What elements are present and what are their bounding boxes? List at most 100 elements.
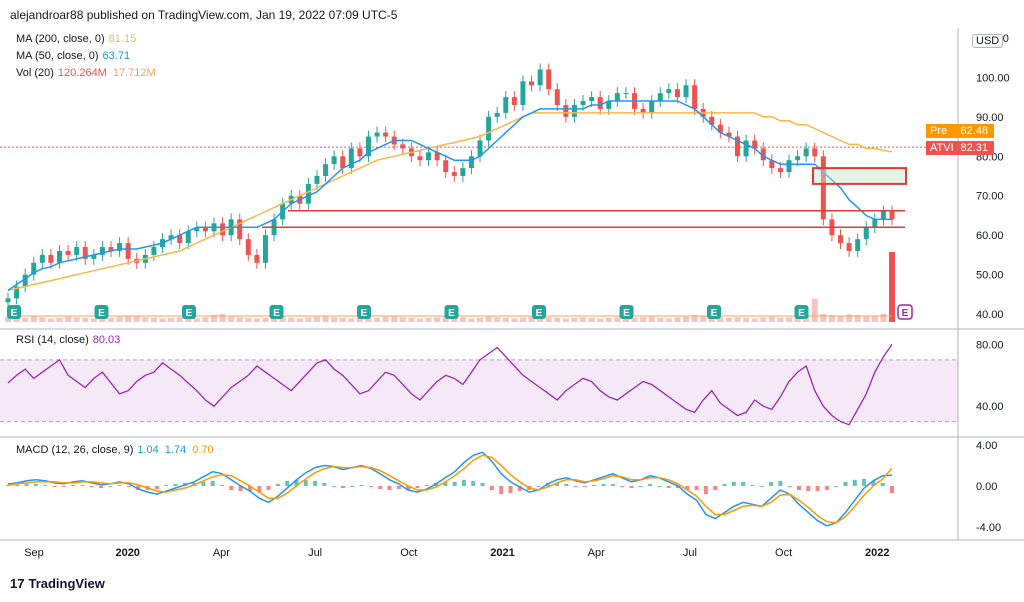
- candle-body: [245, 239, 251, 255]
- candle-body: [657, 93, 663, 102]
- volume-bar: [228, 316, 235, 322]
- candle-body: [674, 89, 680, 98]
- macd-histogram-bar: [871, 480, 876, 486]
- volume-bar: [5, 316, 11, 322]
- macd-histogram-bar: [862, 478, 867, 486]
- macd-histogram-bar: [741, 481, 746, 486]
- price-tick-label: 40.00: [976, 309, 1004, 321]
- volume-bar: [176, 317, 183, 322]
- candle-body: [494, 112, 500, 117]
- macd-histogram-bar: [536, 485, 541, 487]
- brand-name: TradingView: [28, 576, 105, 591]
- candle-body: [692, 85, 698, 109]
- volume-bar: [614, 317, 621, 322]
- volume-bar: [751, 318, 758, 322]
- volume-bar: [502, 317, 509, 322]
- macd-histogram-bar: [722, 483, 727, 486]
- macd-histogram-bar: [452, 481, 457, 486]
- candle-body: [357, 148, 363, 157]
- earnings-badge: [794, 305, 809, 319]
- volume-bar: [837, 315, 844, 322]
- volume-bar: [210, 315, 217, 322]
- rsi-line: [7, 344, 893, 426]
- macd-histogram-bar: [71, 484, 76, 486]
- macd-histogram-bar: [331, 485, 336, 487]
- macd-histogram-bar: [517, 485, 522, 492]
- macd-histogram-bar: [415, 485, 420, 488]
- macd-histogram-bar: [33, 483, 38, 486]
- macd-histogram-bar: [89, 485, 94, 487]
- tradingview-branding[interactable]: 17 TradingView: [10, 576, 105, 591]
- volume-bar: [820, 313, 827, 322]
- currency-button[interactable]: USD: [972, 34, 1004, 48]
- ma50-line: [7, 100, 892, 292]
- candle-body: [563, 104, 569, 117]
- macd-histogram-bar: [675, 485, 680, 488]
- candle-body: [855, 239, 861, 251]
- volume-bar: [545, 317, 552, 322]
- macd-histogram-bar: [880, 482, 885, 486]
- candle-body: [434, 152, 440, 161]
- tradingview-logo-icon: 17: [10, 576, 25, 591]
- earnings-letter: E: [11, 308, 18, 319]
- volume-bar: [434, 317, 441, 322]
- candle-body: [614, 93, 620, 102]
- volume-bar: [459, 317, 466, 322]
- volume-bar: [622, 318, 629, 322]
- earnings-badge: [897, 304, 913, 320]
- volume-bar: [494, 317, 501, 322]
- volume-bar: [691, 315, 698, 322]
- candle-body: [254, 254, 260, 263]
- candle-body: [529, 81, 535, 86]
- macd-histogram-bar: [787, 485, 792, 487]
- volume-bar: [107, 317, 114, 322]
- candle-body: [666, 89, 672, 94]
- volume-bar: [683, 316, 690, 322]
- ma200-line: [7, 112, 893, 292]
- volume-bar: [245, 317, 252, 322]
- price-tick-label: 100.00: [976, 72, 1010, 84]
- macd-histogram-bar: [471, 480, 476, 486]
- pre-label: Pre: [930, 125, 948, 137]
- macd-histogram-bar: [247, 485, 252, 492]
- candle-body: [56, 250, 62, 263]
- candle-body: [202, 227, 208, 232]
- candle-body: [91, 254, 97, 259]
- candle-body: [14, 286, 20, 299]
- macd-histogram-bar: [648, 483, 653, 486]
- macd-histogram-bar: [99, 485, 104, 488]
- candle-body: [331, 156, 337, 165]
- pre-value: 82.48: [960, 125, 988, 137]
- volume-bar: [768, 316, 775, 322]
- earnings-letter: E: [186, 308, 193, 319]
- macd-histogram-bar: [657, 485, 662, 487]
- candle-body: [477, 140, 483, 157]
- time-tick-label: Apr: [213, 547, 230, 559]
- volume-bar: [271, 317, 278, 322]
- candle-body: [606, 101, 612, 109]
- earnings-marker: E: [269, 305, 284, 319]
- macd-histogram-bar: [154, 485, 159, 490]
- rsi-legend-name: RSI (14, close): [16, 334, 89, 346]
- earnings-marker: E: [794, 305, 809, 319]
- volume-bar: [408, 317, 415, 322]
- time-tick-label: Apr: [588, 547, 605, 559]
- candle-body: [194, 227, 200, 232]
- macd-histogram-bar: [713, 485, 718, 491]
- macd-histogram-bar: [815, 485, 820, 492]
- candle-body: [511, 97, 517, 105]
- volume-bar: [65, 316, 72, 322]
- earnings-badge: [707, 305, 721, 319]
- volume-bar: [331, 317, 338, 322]
- macd-histogram-bar: [387, 485, 392, 491]
- ticker-value: 82.31: [960, 142, 988, 154]
- earnings-marker: E: [94, 305, 109, 319]
- volume-bar: [571, 317, 578, 322]
- volume-legend-value: 120.264M: [57, 67, 107, 79]
- candle-body: [48, 254, 54, 263]
- candle-body: [786, 160, 792, 173]
- volume-bar: [219, 313, 226, 322]
- volume-bar: [442, 316, 449, 322]
- macd-histogram-bar: [564, 483, 569, 486]
